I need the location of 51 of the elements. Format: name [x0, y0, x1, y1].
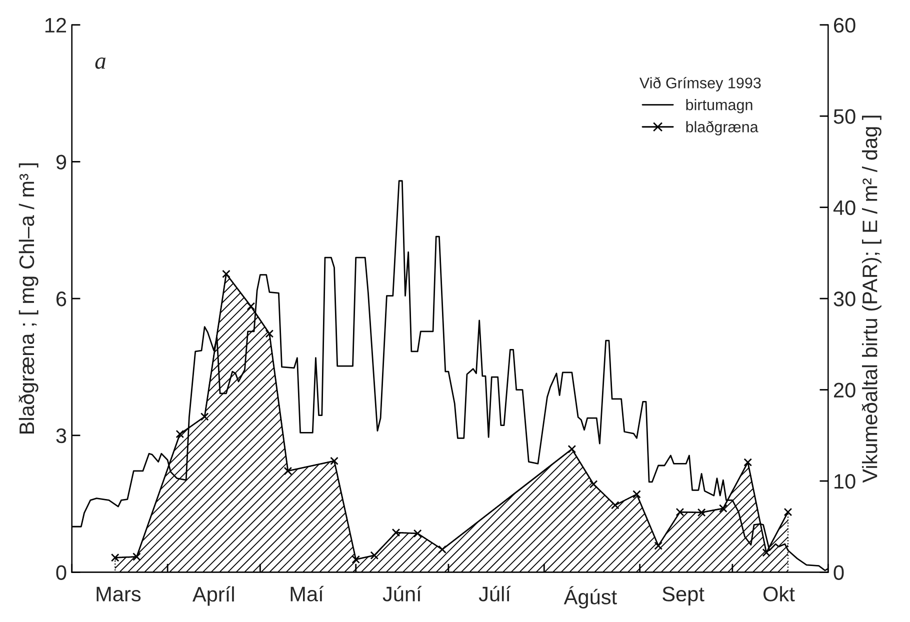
point: [568, 444, 576, 454]
x-tick-label: Júlí: [478, 586, 511, 602]
point: [632, 490, 641, 498]
x-tick-label: Mars: [96, 586, 141, 602]
legend-label: birtumagn: [686, 99, 752, 114]
legend-label: blaðgræna: [686, 120, 758, 136]
y2-tick-label: 40: [833, 200, 856, 216]
y2-tick-label: 10: [834, 474, 856, 489]
y-axis-title: Blaðgræna ; [ mg Chl–a / m³ ]: [18, 163, 38, 434]
x-tick-label: Maí: [290, 586, 324, 602]
x-tick-label: Okt: [763, 586, 795, 602]
point: [132, 552, 141, 561]
point: [284, 466, 292, 476]
y-tick-label: 0: [56, 565, 66, 580]
point: [200, 412, 209, 421]
y2-tick-label: 0: [834, 565, 844, 580]
point: [718, 504, 728, 513]
point: [330, 456, 338, 466]
annotation: a: [95, 58, 106, 69]
y-tick-label: 6: [56, 292, 66, 306]
y2-tick-label: 60: [834, 18, 856, 33]
point: [676, 508, 684, 516]
point: [246, 302, 256, 310]
point: [654, 542, 663, 550]
y-tick-label: 12: [45, 18, 66, 32]
x-tick-label: Apríl: [192, 586, 234, 606]
x-tick-label: Sept: [662, 586, 704, 606]
point: [744, 458, 752, 466]
point: [222, 270, 230, 278]
point: [438, 545, 446, 554]
legend-title: Við Grímsey 1993: [639, 76, 761, 92]
point: [413, 529, 422, 538]
point: [392, 528, 400, 537]
point: [176, 430, 184, 438]
y2-tick-label: 20: [834, 382, 856, 398]
point: [110, 553, 120, 562]
point: [352, 555, 360, 564]
point: [265, 330, 274, 338]
y2-tick-label: 50: [834, 109, 856, 124]
y-tick-label: 3: [56, 428, 66, 444]
point: [784, 508, 792, 516]
point: [610, 501, 620, 510]
y-tick-label: 9: [56, 154, 66, 170]
x-tick-label: Júní: [382, 586, 422, 602]
y2-tick-label: 30: [834, 292, 856, 306]
point: [370, 551, 379, 560]
x-tick-label: Ágúst: [564, 586, 617, 609]
point: [697, 508, 706, 517]
point: [762, 548, 771, 557]
point: [589, 480, 598, 488]
y2-axis-title: Vikumeðaltal birtu (PAR); [ E / m² / dag ]: [862, 116, 882, 483]
